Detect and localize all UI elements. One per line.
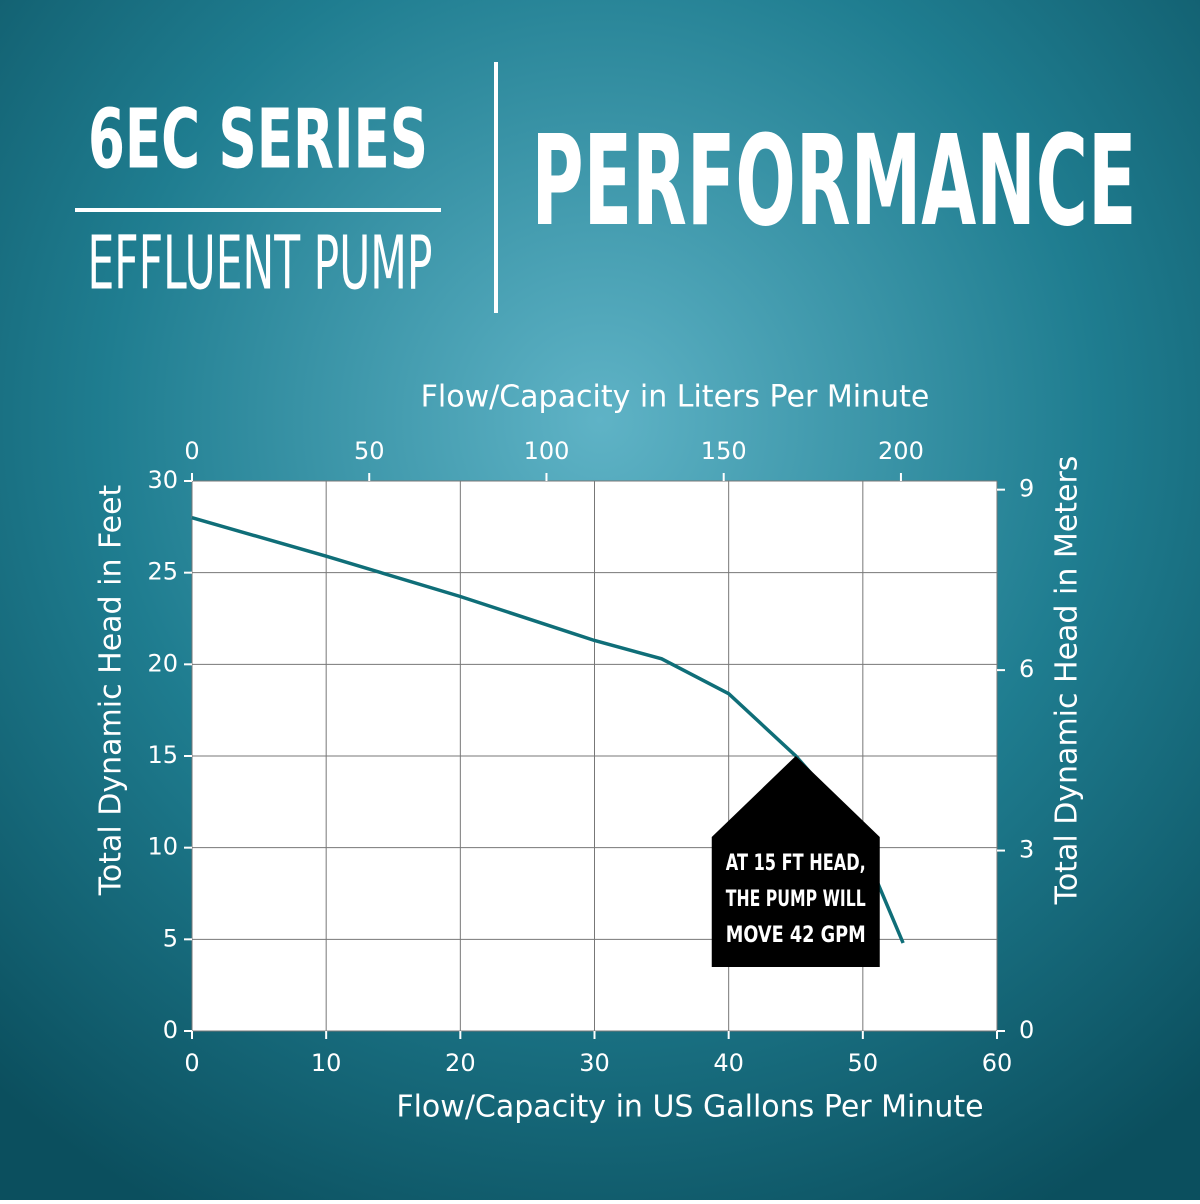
x-tick-label: 30 <box>579 1049 610 1077</box>
x2-tick-label: 50 <box>354 437 385 465</box>
x2-tick-label: 0 <box>184 437 199 465</box>
y-tick-label: 20 <box>147 649 178 677</box>
callout-text: MOVE 42 GPM <box>726 923 866 948</box>
y-tick-label: 0 <box>163 1016 178 1044</box>
product-name: EFFLUENT PUMP <box>88 221 433 307</box>
y-tick-label: 30 <box>147 466 178 494</box>
callout-text: AT 15 FT HEAD, <box>726 851 866 876</box>
x-axis-label: Flow/Capacity in US Gallons Per Minute <box>396 1090 983 1125</box>
y-tick-label: 5 <box>163 924 178 952</box>
callout <box>711 756 880 967</box>
x-tick-label: 40 <box>713 1049 744 1077</box>
x2-axis-label: Flow/Capacity in Liters Per Minute <box>421 380 930 415</box>
y2-axis-label: Total Dynamic Head in Meters <box>1050 456 1085 906</box>
x2-tick-label: 150 <box>701 437 747 465</box>
y2-tick-label: 0 <box>1019 1016 1034 1044</box>
x-tick-label: 10 <box>311 1049 342 1077</box>
x-tick-label: 20 <box>445 1049 476 1077</box>
callout-text: THE PUMP WILL <box>726 887 866 912</box>
page-title: PERFORMANCE <box>532 109 1137 254</box>
x-tick-label: 0 <box>184 1049 199 1077</box>
y-tick-label: 15 <box>147 741 178 769</box>
x-tick-label: 60 <box>982 1049 1013 1077</box>
series-name: 6EC SERIES <box>88 92 428 187</box>
y-axis-label: Total Dynamic Head in Feet <box>94 484 129 896</box>
y2-tick-label: 6 <box>1019 655 1034 683</box>
x2-tick-label: 100 <box>524 437 570 465</box>
y-tick-label: 25 <box>147 558 178 586</box>
y-tick-label: 10 <box>147 833 178 861</box>
x-tick-label: 50 <box>848 1049 879 1077</box>
x2-tick-label: 200 <box>878 437 924 465</box>
y2-tick-label: 3 <box>1019 836 1034 864</box>
y2-tick-label: 9 <box>1019 475 1034 503</box>
